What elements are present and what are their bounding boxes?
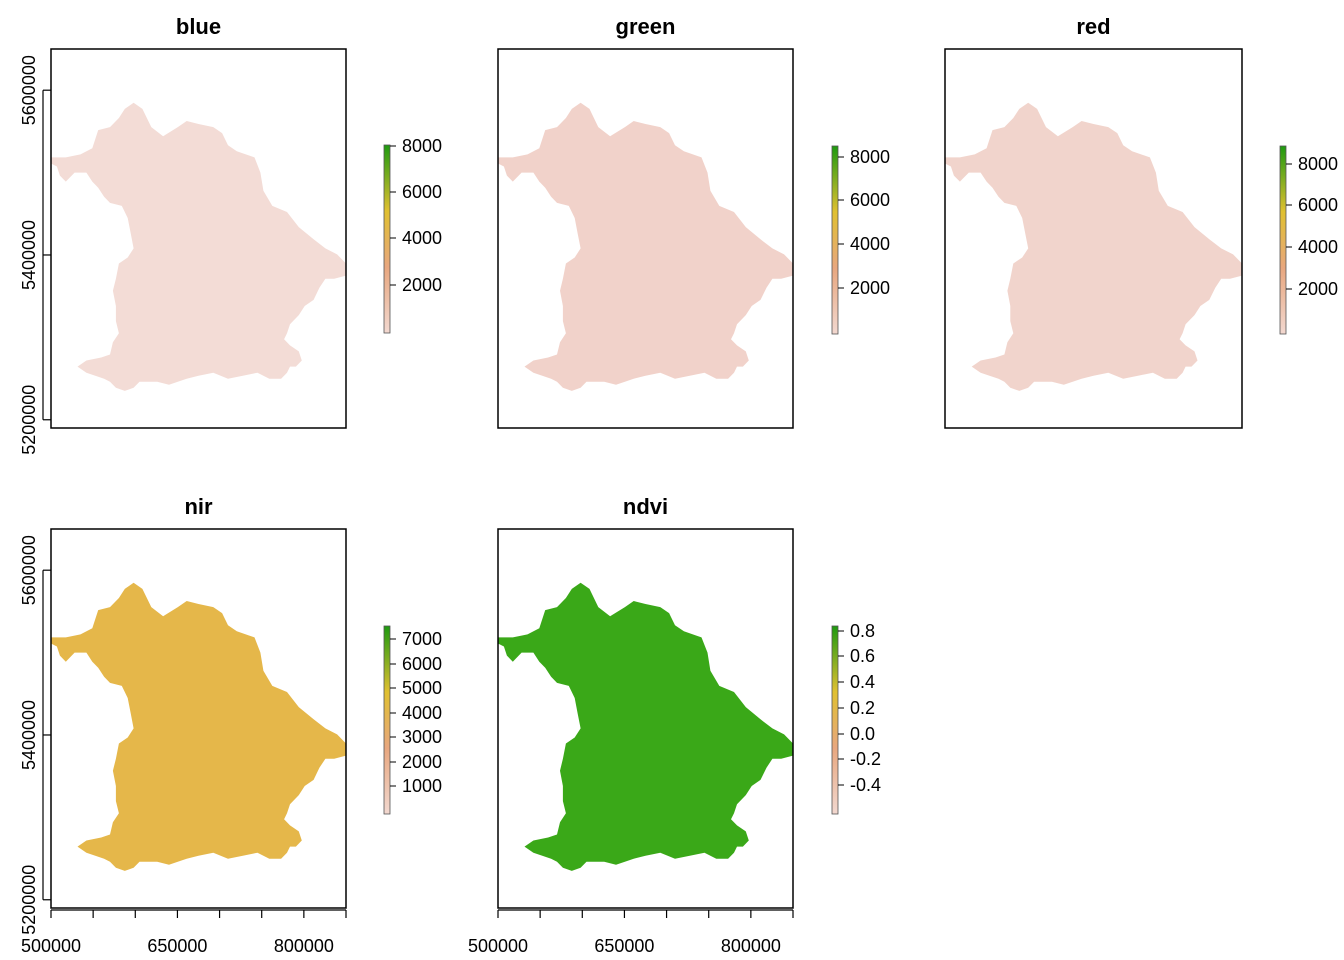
legend-label: 2000 [1298,279,1338,299]
legend-label: 2000 [402,275,442,295]
legend-label: -0.2 [850,749,881,769]
panel-nir: nir 5200000 5400000 5600000 500000 650000 8000… [19,494,442,956]
legend-label: 6000 [850,190,890,210]
panel-red: red 8000 6000 4000 2000 [944,14,1338,429]
legend-bar-nir [383,625,391,815]
legend-label: 1000 [402,776,442,796]
panel-title-red: red [1076,14,1110,39]
legend-label: 3000 [402,727,442,747]
raster-blue [51,102,346,391]
legend-label: 4000 [850,234,890,254]
legend-label: 8000 [1298,154,1338,174]
panel-title-blue: blue [176,14,221,39]
legend-label: 7000 [402,629,442,649]
x-tick-label: 650000 [147,936,207,956]
x-tick-label: 800000 [721,936,781,956]
legend-bar-green [831,145,839,335]
legend-label: 6000 [402,182,442,202]
x-tick-label: 500000 [468,936,528,956]
legend-label: 6000 [402,654,442,674]
x-tick-label: 800000 [274,936,334,956]
y-tick-label: 5200000 [19,865,39,935]
legend-label: -0.4 [850,775,881,795]
raster-ndvi [498,582,793,871]
panel-title-green: green [616,14,676,39]
y-tick-label: 5600000 [19,55,39,125]
y-tick-label: 5200000 [19,385,39,455]
legend-label: 0.2 [850,698,875,718]
legend-bar-red [1279,145,1287,335]
legend-bar-blue [383,144,391,334]
panel-title-nir: nir [184,494,213,519]
raster-green [498,102,793,391]
legend-label: 4000 [402,703,442,723]
panel-frame-red [944,48,1243,429]
legend-label: 0.4 [850,672,875,692]
legend-label: 5000 [402,678,442,698]
legend-label: 2000 [850,278,890,298]
raster-red [945,102,1242,391]
panel-frame-green [497,48,794,429]
panel-frame-blue [50,48,347,429]
panel-frame-nir [50,528,347,909]
panel-title-ndvi: ndvi [623,494,668,519]
panel-ndvi: ndvi 500000 650000 800000 0.8 0.6 0.4 0.2 0.0 -0.… [468,494,881,956]
panel-green: green 8000 6000 4000 2000 [497,14,890,429]
legend-label: 0.8 [850,621,875,641]
x-tick-label: 650000 [594,936,654,956]
raster-nir [51,582,346,871]
y-tick-label: 5400000 [19,700,39,770]
legend-bar-ndvi [831,625,839,815]
y-tick-label: 5400000 [19,220,39,290]
legend-label: 8000 [850,147,890,167]
legend-label: 8000 [402,136,442,156]
legend-label: 4000 [1298,237,1338,257]
y-tick-label: 5600000 [19,535,39,605]
legend-label: 6000 [1298,195,1338,215]
legend-label: 0.0 [850,724,875,744]
legend-label: 4000 [402,228,442,248]
legend-label: 0.6 [850,646,875,666]
x-tick-label: 500000 [21,936,81,956]
panel-frame-ndvi [497,528,794,909]
panel-blue: blue 5200000 5400000 5600000 8000 6000 4000 200… [19,14,442,455]
legend-label: 2000 [402,752,442,772]
